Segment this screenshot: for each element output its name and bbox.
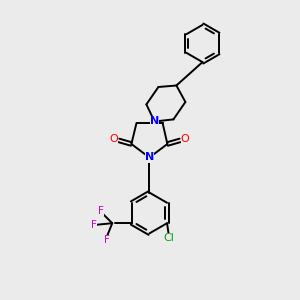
Text: F: F: [91, 220, 97, 230]
Text: N: N: [150, 116, 159, 127]
Text: O: O: [109, 134, 118, 144]
Text: N: N: [145, 152, 154, 163]
Text: F: F: [104, 235, 110, 245]
Text: O: O: [181, 134, 190, 144]
Text: Cl: Cl: [163, 233, 174, 243]
Text: F: F: [98, 206, 104, 216]
